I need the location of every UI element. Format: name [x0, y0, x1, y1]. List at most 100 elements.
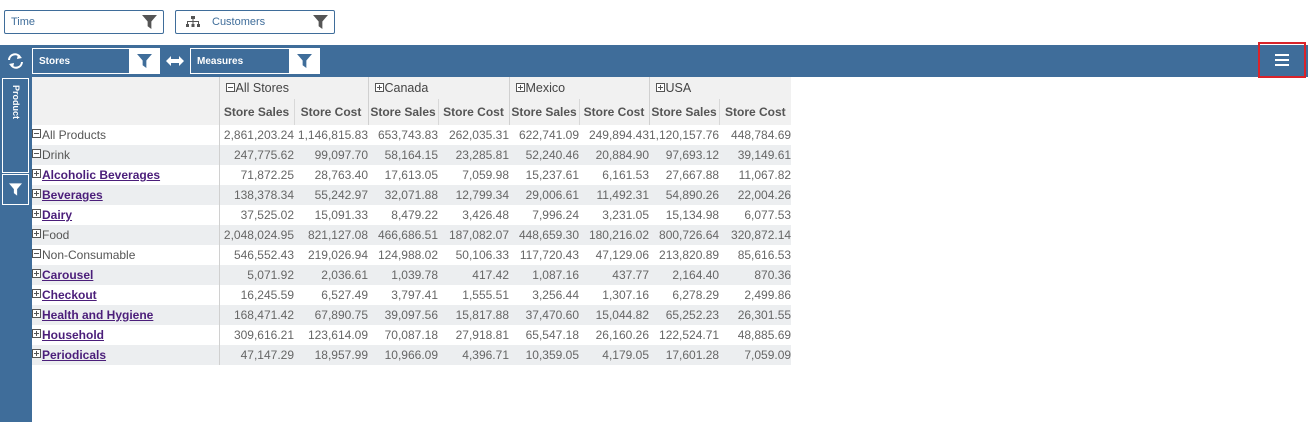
- row-drill-link[interactable]: Dairy: [42, 208, 73, 222]
- value-cell: 15,091.33: [294, 205, 368, 225]
- expand-icon[interactable]: [655, 83, 665, 92]
- value-cell: 122,524.71: [649, 325, 720, 345]
- menu-button[interactable]: [1258, 42, 1306, 78]
- value-cell: 23,285.81: [438, 145, 509, 165]
- columns-dimension-box[interactable]: Measures: [190, 48, 320, 74]
- rows-filter-button[interactable]: [129, 49, 159, 73]
- measure-header[interactable]: Store Sales: [367, 99, 438, 125]
- measure-header[interactable]: Store Sales: [508, 99, 579, 125]
- table-row: All Products 2,861,203.24 1,146,815.83 653,…: [32, 125, 792, 145]
- expand-icon[interactable]: [32, 329, 41, 338]
- product-filter-button[interactable]: [2, 174, 29, 205]
- column-group-header[interactable]: Mexico: [508, 77, 649, 99]
- columns-filter-button[interactable]: [289, 49, 319, 73]
- value-cell: 65,252.23: [649, 305, 720, 325]
- measure-header[interactable]: Store Sales: [218, 99, 294, 125]
- value-cell: 800,726.64: [649, 225, 720, 245]
- table-row: Household 309,616.21 123,614.09 70,087.18 27…: [32, 325, 792, 345]
- value-cell: 4,179.05: [579, 345, 649, 365]
- expand-icon[interactable]: [32, 209, 41, 218]
- customers-filter[interactable]: Customers: [175, 10, 335, 34]
- measure-header[interactable]: Store Cost: [293, 99, 368, 125]
- swap-axes-icon[interactable]: [6, 52, 25, 70]
- value-cell: 168,471.42: [219, 305, 294, 325]
- row-drill-link[interactable]: Carousel: [42, 268, 94, 282]
- table-row: Carousel 5,071.92 2,036.61 1,039.78 417.42 1,…: [32, 265, 792, 285]
- expand-icon[interactable]: [32, 269, 41, 278]
- customers-filter-icon[interactable]: [306, 11, 334, 33]
- expand-icon[interactable]: [32, 189, 41, 198]
- expand-icon[interactable]: [32, 349, 41, 358]
- expand-icon[interactable]: [32, 289, 41, 298]
- rows-dimension-label: Stores: [39, 55, 71, 67]
- value-cell: 448,659.30: [509, 225, 579, 245]
- table-row: Food 2,048,024.95 821,127.08 466,686.51 187,…: [32, 225, 792, 245]
- value-cell: 32,071.88: [368, 185, 438, 205]
- value-cell: 309,616.21: [219, 325, 294, 345]
- column-group-label: USA: [665, 81, 692, 95]
- row-header: Alcoholic Beverages: [32, 165, 220, 185]
- value-cell: 27,667.88: [649, 165, 720, 185]
- double-arrow-icon: [166, 54, 184, 68]
- hierarchy-icon: [186, 16, 200, 28]
- value-cell: 11,067.82: [719, 165, 792, 185]
- expand-icon[interactable]: [32, 309, 41, 318]
- value-cell: 3,231.05: [579, 205, 649, 225]
- expand-icon[interactable]: [374, 83, 384, 92]
- row-drill-link[interactable]: Periodicals: [42, 348, 107, 362]
- value-cell: 2,036.61: [294, 265, 368, 285]
- value-cell: 26,160.26: [579, 325, 649, 345]
- time-filter[interactable]: Time: [4, 10, 164, 34]
- row-drill-link[interactable]: Checkout: [42, 288, 97, 302]
- value-cell: 7,059.98: [438, 165, 509, 185]
- collapse-icon[interactable]: [32, 149, 41, 158]
- row-drill-link[interactable]: Beverages: [42, 188, 103, 202]
- table-row: Drink 247,775.62 99,097.70 58,164.15 23,285.…: [32, 145, 792, 165]
- column-group-header[interactable]: USA: [648, 77, 792, 99]
- value-cell: 320,872.14: [719, 225, 792, 245]
- value-cell: 52,240.46: [509, 145, 579, 165]
- expand-icon[interactable]: [32, 229, 41, 238]
- product-dimension-tab[interactable]: Product: [2, 78, 29, 173]
- collapse-icon[interactable]: [32, 129, 41, 138]
- value-cell: 28,763.40: [294, 165, 368, 185]
- measure-header[interactable]: Store Cost: [578, 99, 649, 125]
- column-group-header[interactable]: All Stores: [218, 77, 368, 99]
- value-cell: 15,817.88: [438, 305, 509, 325]
- row-header: All Products: [32, 125, 220, 145]
- measure-header[interactable]: Store Cost: [437, 99, 509, 125]
- measure-header[interactable]: Store Cost: [718, 99, 792, 125]
- value-cell: 39,149.61: [719, 145, 792, 165]
- value-cell: 48,885.69: [719, 325, 792, 345]
- rows-dimension-box[interactable]: Stores: [32, 48, 160, 74]
- row-label: Non-Consumable: [42, 248, 136, 262]
- row-drill-link[interactable]: Alcoholic Beverages: [42, 168, 161, 182]
- value-cell: 219,026.94: [294, 245, 368, 265]
- table-row: Health and Hygiene 168,471.42 67,890.75 39,…: [32, 305, 792, 325]
- value-cell: 4,396.71: [438, 345, 509, 365]
- time-filter-icon[interactable]: [135, 11, 163, 33]
- time-filter-label: Time: [11, 16, 36, 28]
- value-cell: 37,470.60: [509, 305, 579, 325]
- row-drill-link[interactable]: Household: [42, 328, 104, 342]
- value-cell: 29,006.61: [509, 185, 579, 205]
- value-cell: 6,161.53: [579, 165, 649, 185]
- collapse-icon[interactable]: [32, 249, 41, 258]
- value-cell: 2,048,024.95: [219, 225, 294, 245]
- value-cell: 249,894.43: [579, 125, 649, 145]
- table-row: Dairy 37,525.02 15,091.33 8,479.22 3,426.48 7…: [32, 205, 792, 225]
- filter-bar: Time Customers: [0, 0, 1308, 45]
- value-cell: 821,127.08: [294, 225, 368, 245]
- row-drill-link[interactable]: Health and Hygiene: [42, 308, 154, 322]
- value-cell: 6,527.49: [294, 285, 368, 305]
- value-cell: 417.42: [438, 265, 509, 285]
- measure-header[interactable]: Store Sales: [648, 99, 720, 125]
- expand-icon[interactable]: [515, 83, 525, 92]
- value-cell: 262,035.31: [438, 125, 509, 145]
- value-cell: 15,044.82: [579, 305, 649, 325]
- collapse-icon[interactable]: [225, 83, 235, 92]
- column-group-header[interactable]: Canada: [367, 77, 509, 99]
- expand-icon[interactable]: [32, 169, 41, 178]
- value-cell: 123,614.09: [294, 325, 368, 345]
- filter-icon: [9, 183, 22, 196]
